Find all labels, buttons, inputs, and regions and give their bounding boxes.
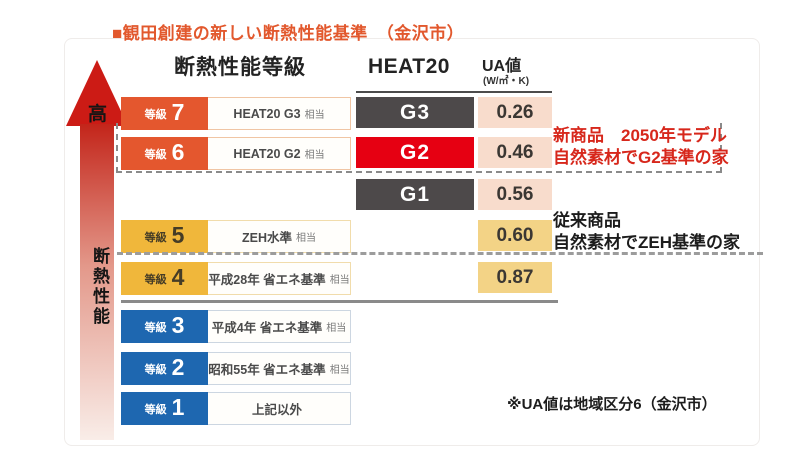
heat20-underline (356, 91, 552, 93)
grade-badge-4: 等級 4 (121, 262, 208, 295)
grade-desc-suffix: 相当 (326, 323, 347, 334)
new-product-dashed-box (116, 123, 722, 173)
conventional-product-annotation: 従来商品 自然素材でZEH基準の家 (553, 210, 740, 254)
new-product-annotation: 新商品 2050年モデル 自然素材でG2基準の家 (553, 125, 729, 169)
grade-word: 等級 (144, 321, 167, 334)
grade-badge-5: 等級 5 (121, 220, 208, 253)
zeh-dashed-divider (117, 252, 763, 255)
grade-number: 1 (171, 394, 185, 420)
grade-row-2: 等級 2 昭和55年 省エネ基準 相当 (121, 352, 351, 385)
new-product-line1: 新商品 2050年モデル (553, 126, 727, 145)
grade-desc-text: 平成28年 省エネ基準 (208, 273, 326, 287)
header-grade-column: 断熱性能等級 (174, 56, 306, 79)
grade-number: 6 (171, 139, 185, 165)
grade-desc-suffix: 相当 (304, 150, 325, 161)
header-heat20-column: HEAT20 (368, 55, 450, 78)
heat20-badge-g2: G2 (356, 137, 474, 168)
grade-badge-1: 等級 1 (121, 392, 208, 425)
grade-word: 等級 (144, 363, 167, 376)
grade-desc-7: HEAT20 G3 相当 (208, 97, 351, 130)
arrow-high-label: 高 (88, 104, 108, 125)
grade-desc-text: HEAT20 G3 (233, 106, 301, 121)
arrow-axis-label: 断熱性能 (90, 247, 109, 327)
grade-desc-3: 平成4年 省エネ基準 相当 (208, 310, 351, 343)
ua-value-grade5: 0.60 (478, 220, 552, 251)
grade-number: 7 (171, 99, 185, 125)
page-title: ■観田創建の新しい断熱性能基準 （金沢市） (112, 24, 465, 43)
ua-region-footnote: ※UA値は地域区分6（金沢市） (507, 396, 717, 413)
grade-word: 等級 (144, 148, 167, 161)
conventional-line2: 自然素材でZEH基準の家 (553, 233, 740, 252)
grade-desc-text: 昭和55年 省エネ基準 (208, 363, 326, 377)
grade-row-7: 等級 7 HEAT20 G3 相当 (121, 97, 351, 130)
grade-badge-6: 等級 6 (121, 137, 208, 170)
grade-number: 3 (171, 312, 185, 338)
grade-desc-text: ZEH水準 (241, 231, 292, 245)
grade-desc-1: 上記以外 (208, 392, 351, 425)
grade-badge-3: 等級 3 (121, 310, 208, 343)
header-ua-unit: (W/㎡・K) (483, 76, 530, 87)
heat20-badge-g1: G1 (356, 179, 474, 210)
grade-desc-text: 上記以外 (251, 403, 302, 417)
grade-desc-4: 平成28年 省エネ基準 相当 (208, 262, 351, 295)
grade-number: 5 (171, 222, 185, 248)
grade-number: 4 (171, 264, 185, 290)
grade-row-5: 等級 5 ZEH水準 相当 (121, 220, 351, 253)
grade-row-4: 等級 4 平成28年 省エネ基準 相当 (121, 262, 351, 295)
ua-value-g1: 0.56 (478, 179, 552, 210)
grade-desc-text: HEAT20 G2 (233, 146, 301, 161)
grade-desc-suffix: 相当 (296, 233, 316, 244)
new-product-line2: 自然素材でG2基準の家 (553, 148, 729, 167)
grade-desc-6: HEAT20 G2 相当 (208, 137, 351, 170)
grade-desc-suffix: 相当 (304, 110, 325, 121)
grade-word: 等級 (144, 403, 167, 416)
grade-row-3: 等級 3 平成4年 省エネ基準 相当 (121, 310, 351, 343)
ua-value-g3: 0.26 (478, 97, 552, 128)
ua-value-g2: 0.46 (478, 137, 552, 168)
grade-word: 等級 (144, 231, 167, 244)
card-outline (64, 38, 760, 446)
ua-value-grade4: 0.87 (478, 262, 552, 293)
grade-desc-2: 昭和55年 省エネ基準 相当 (208, 352, 351, 385)
grade-word: 等級 (144, 108, 167, 121)
grade-number: 2 (171, 354, 185, 380)
grade-desc-suffix: 相当 (329, 275, 350, 286)
grade-desc-suffix: 相当 (329, 365, 350, 376)
grade-badge-2: 等級 2 (121, 352, 208, 385)
conventional-line1: 従来商品 (553, 211, 621, 230)
grade-row-1: 等級 1 上記以外 (121, 392, 351, 425)
grade-desc-5: ZEH水準 相当 (208, 220, 351, 253)
performance-arrow-icon (66, 60, 128, 440)
grade-desc-text: 平成4年 省エネ基準 (211, 321, 323, 335)
grade-word: 等級 (144, 273, 167, 286)
grade-badge-7: 等級 7 (121, 97, 208, 130)
header-ua-column: UA値 (482, 58, 522, 75)
grade4-solid-divider (121, 300, 558, 303)
grade-row-6: 等級 6 HEAT20 G2 相当 (121, 137, 351, 170)
heat20-badge-g3: G3 (356, 97, 474, 128)
